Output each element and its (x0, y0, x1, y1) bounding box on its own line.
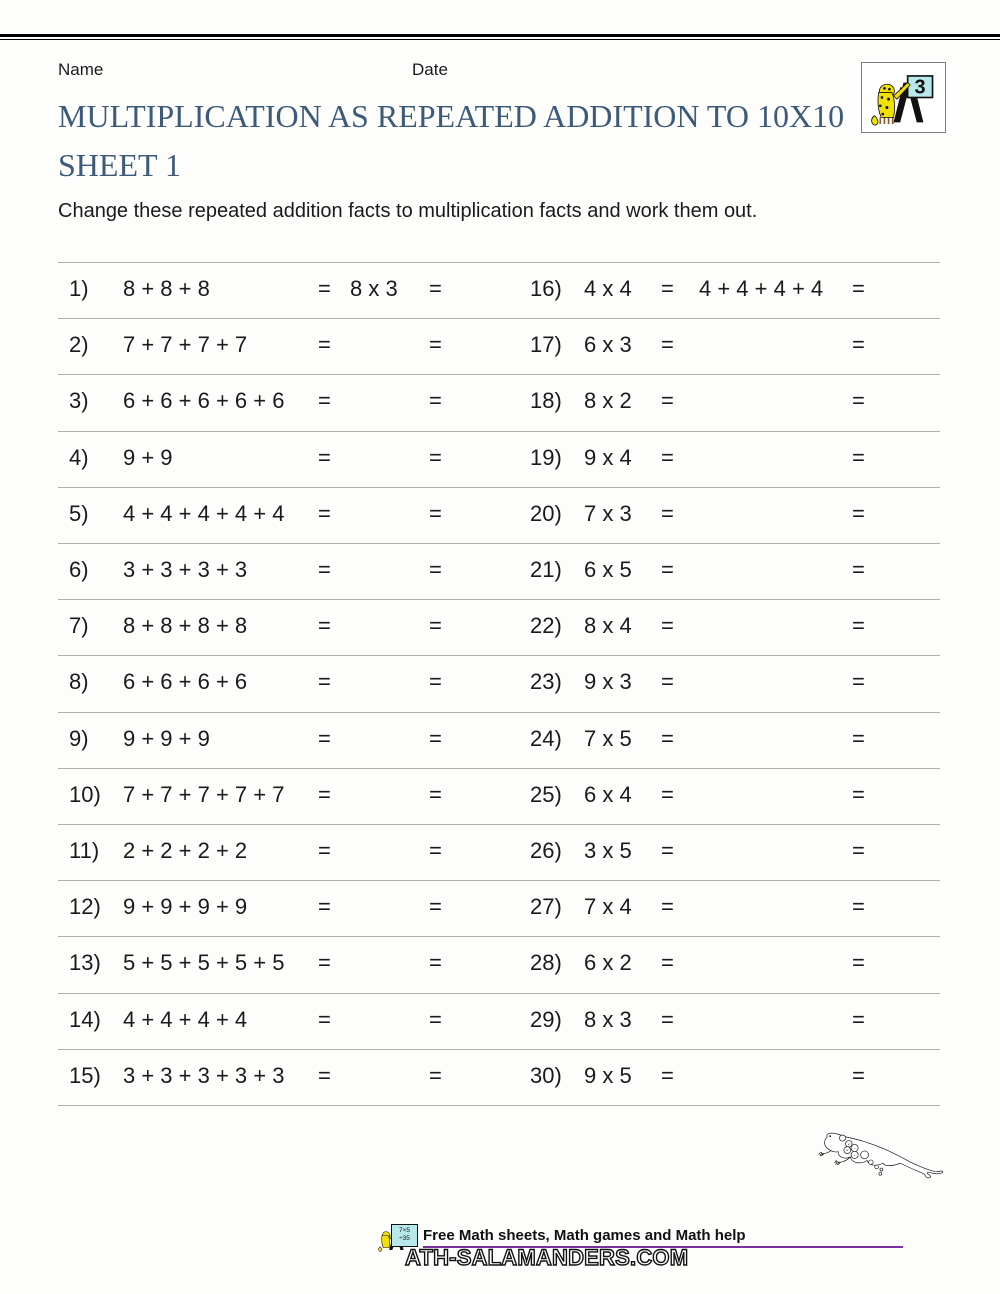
svg-text:÷: ÷ (854, 1153, 856, 1157)
svg-text:×: × (846, 1149, 848, 1153)
svg-text:×: × (848, 1142, 850, 1146)
svg-text:−: − (854, 1147, 856, 1151)
